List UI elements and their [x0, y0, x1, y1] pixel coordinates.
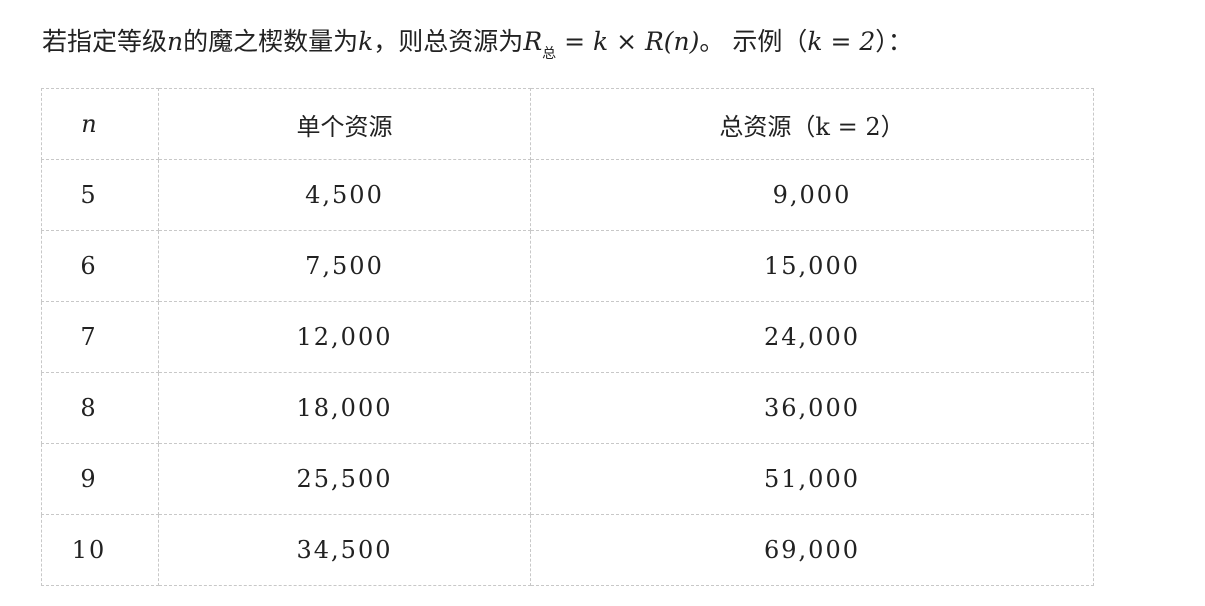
table-row: 6 7,500 15,000	[41, 230, 1094, 302]
cell-single-resource: 25,500	[158, 443, 531, 515]
intro-text: ）：	[875, 27, 913, 56]
cell-total-resource: 36,000	[530, 372, 1094, 444]
cell-n: 8	[41, 372, 159, 444]
formula-subscript: 总	[542, 46, 557, 62]
cell-n: 5	[41, 159, 159, 231]
cell-total-resource: 9,000	[530, 159, 1094, 231]
table-row: 5 4,500 9,000	[41, 159, 1094, 231]
header-total-resource: 总资源（k = 2）	[530, 88, 1094, 160]
cell-n: 9	[41, 443, 159, 515]
cell-total-resource: 15,000	[530, 230, 1094, 302]
cell-single-resource: 34,500	[158, 514, 531, 586]
cell-total-resource: 69,000	[530, 514, 1094, 586]
table-row: 8 18,000 36,000	[41, 372, 1094, 444]
formula-rest: = k × R(n)	[556, 27, 700, 56]
cell-total-resource: 24,000	[530, 301, 1094, 373]
formula-r: R	[523, 27, 543, 56]
cell-single-resource: 4,500	[158, 159, 531, 231]
cell-single-resource: 12,000	[158, 301, 531, 373]
cell-n: 7	[41, 301, 159, 373]
header-n: n	[41, 88, 159, 160]
math-n: n	[167, 27, 184, 56]
cell-n: 6	[41, 230, 159, 302]
table-row: 9 25,500 51,000	[41, 443, 1094, 515]
cell-n: 10	[41, 514, 159, 586]
cell-single-resource: 7,500	[158, 230, 531, 302]
math-k: k	[358, 27, 374, 56]
intro-paragraph: 若指定等级n的魔之楔数量为k，则总资源为R总 = k × R(n)。 示例（k …	[42, 22, 913, 63]
resource-table: n 单个资源 总资源（k = 2） 5 4,500 9,000 6 7,500 15,00…	[41, 88, 1094, 586]
intro-text: ，则总资源为	[373, 27, 524, 56]
cell-single-resource: 18,000	[158, 372, 531, 444]
intro-text: 。 示例（	[699, 27, 808, 56]
intro-text: 的魔之楔数量为	[183, 27, 359, 56]
intro-text: 若指定等级	[42, 27, 168, 56]
example-k: k = 2	[807, 27, 876, 56]
table-header-row: n 单个资源 总资源（k = 2）	[41, 88, 1094, 160]
table-row: 10 34,500 69,000	[41, 514, 1094, 586]
cell-total-resource: 51,000	[530, 443, 1094, 515]
table-row: 7 12,000 24,000	[41, 301, 1094, 373]
header-single-resource: 单个资源	[158, 88, 531, 160]
